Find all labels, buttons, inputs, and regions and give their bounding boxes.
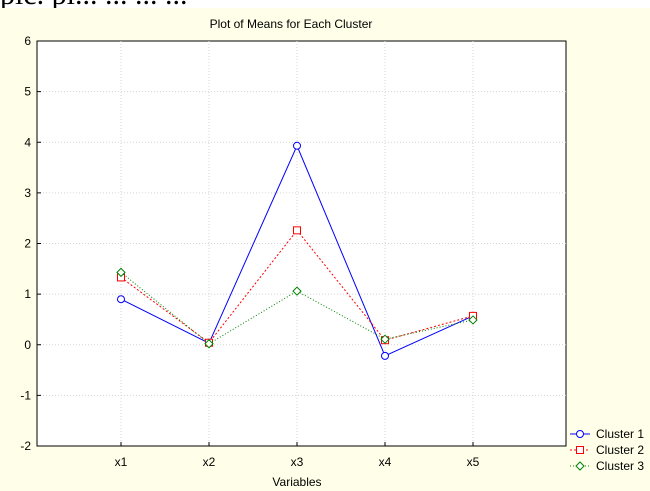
- legend: Cluster 1 Cluster 2 Cluster 3: [570, 427, 644, 473]
- y-tick-label: 3: [24, 186, 31, 200]
- y-tick-label: 4: [24, 135, 31, 149]
- series-line-cluster-3: [120, 271, 474, 345]
- legend-marker: [575, 461, 585, 471]
- legend-label: Cluster 3: [596, 459, 644, 473]
- x-tick-label: x2: [203, 455, 216, 469]
- legend-marker: [576, 430, 584, 438]
- x-tick-label: x3: [291, 455, 304, 469]
- cropped-text-fragment: pic. pl... ... ... ...: [0, 0, 650, 8]
- series-layer: [116, 141, 478, 360]
- chart-title: Plot of Means for Each Cluster: [210, 17, 373, 31]
- data-point-cluster-3: [468, 315, 478, 325]
- data-point-cluster-2: [293, 226, 301, 235]
- data-point-cluster-3: [292, 286, 302, 296]
- y-tick-label: 6: [24, 34, 31, 48]
- y-tick-label: 0: [24, 338, 31, 352]
- legend-label: Cluster 1: [596, 427, 644, 441]
- axes: -2 -1 0 1 2 3 4 5 6 x1 x2 x3 x4 x5: [20, 34, 479, 469]
- y-tick-label: -1: [20, 388, 31, 402]
- legend-label: Cluster 2: [596, 443, 644, 457]
- data-point-cluster-3: [204, 339, 214, 349]
- y-tick-label: 1: [24, 287, 31, 301]
- data-point-cluster-3: [116, 267, 126, 278]
- legend-marker: [576, 446, 584, 454]
- y-tick-label: 2: [24, 237, 31, 251]
- data-point-cluster-1: [381, 351, 389, 360]
- grid-lines: [37, 41, 566, 446]
- x-tick-label: x5: [467, 455, 480, 469]
- data-point-cluster-1: [293, 141, 301, 150]
- data-point-cluster-1: [117, 295, 125, 304]
- y-tick-label: -2: [20, 439, 31, 453]
- x-tick-label: x4: [379, 455, 392, 469]
- x-axis-label: Variables: [272, 475, 321, 489]
- x-tick-label: x1: [115, 455, 128, 469]
- y-tick-label: 5: [24, 85, 31, 99]
- data-point-cluster-3: [380, 334, 390, 344]
